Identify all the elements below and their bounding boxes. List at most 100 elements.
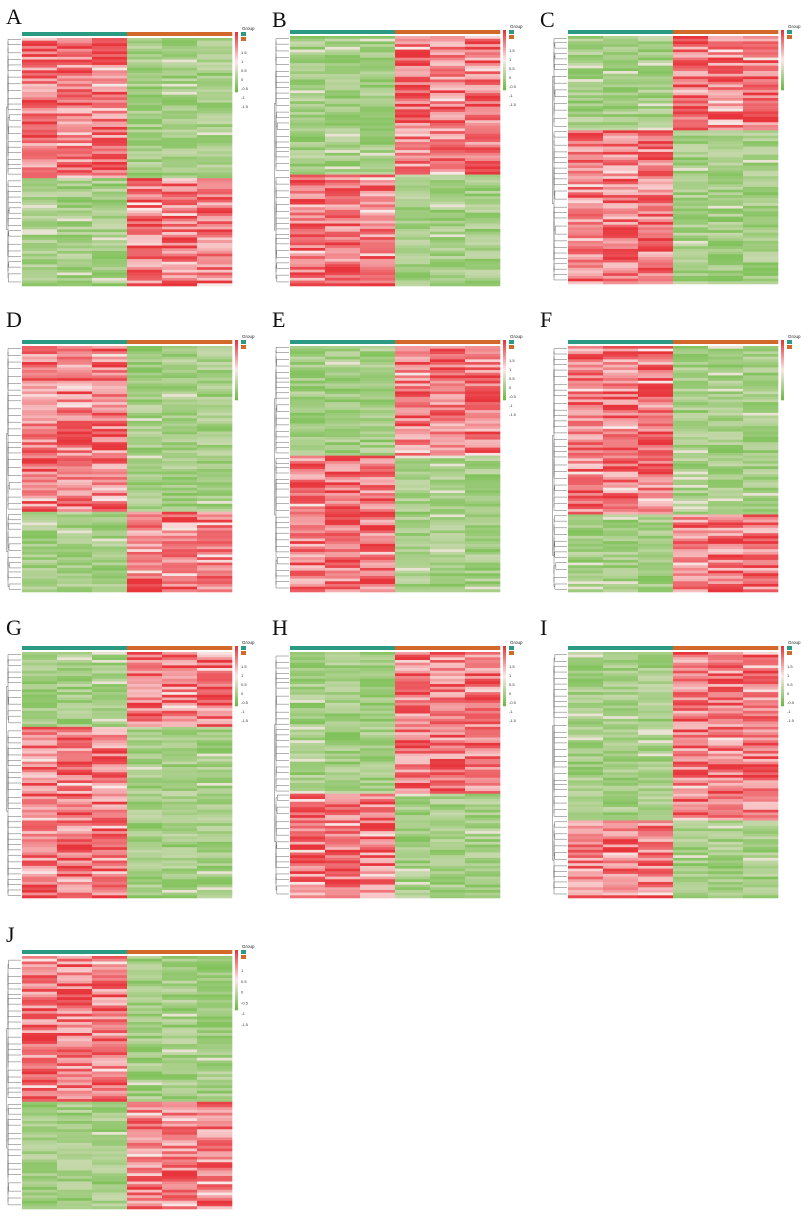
heatmap-cell (708, 447, 744, 451)
heatmap-cell (127, 46, 163, 50)
heatmap-cell (395, 660, 431, 663)
group-bar-cell (162, 340, 198, 344)
heatmap-cell (708, 367, 744, 371)
heatmap-cell (127, 364, 163, 368)
heatmap-cell (638, 79, 674, 83)
heatmap-cell (395, 708, 431, 712)
heatmap-cell (743, 160, 779, 163)
legend-colorbar-segment (503, 340, 506, 343)
heatmap-cell (465, 101, 501, 105)
heatmap-cell (197, 750, 233, 754)
heatmap-cell (603, 127, 639, 131)
heatmap-cell (127, 589, 163, 593)
heatmap-cell (395, 204, 431, 208)
heatmap-cell (22, 793, 58, 797)
heatmap-cell (708, 420, 744, 424)
heatmap-cell (57, 183, 93, 187)
heatmap-cell (162, 533, 198, 537)
heatmap-cell (22, 280, 58, 284)
heatmap-cell (162, 404, 198, 408)
heatmap-cell (57, 689, 93, 693)
heatmap-cell (568, 281, 604, 285)
dendrogram-branch (553, 151, 557, 160)
heatmap-cell (395, 242, 431, 246)
heatmap-cell (465, 498, 501, 502)
heatmap-cell (673, 278, 709, 282)
heatmap-cell (127, 436, 163, 440)
heatmap-cell (197, 434, 233, 438)
heatmap-cell (638, 189, 674, 193)
heatmap-cell (290, 383, 326, 387)
heatmap-cell (603, 535, 639, 539)
heatmap-cell (127, 753, 163, 757)
heatmap-cell (127, 713, 163, 717)
heatmap-cell (708, 138, 744, 142)
heatmap-cell (22, 823, 58, 827)
heatmap-cell (395, 559, 431, 563)
heatmap-cell (395, 74, 431, 78)
heatmap-cell (708, 535, 744, 539)
heatmap-cell (197, 522, 233, 526)
heatmap-cell (127, 700, 163, 704)
heatmap-cell (430, 495, 466, 499)
heatmap-cell (708, 404, 744, 408)
heatmap-cell (92, 871, 128, 875)
heatmap-cell (395, 84, 431, 88)
heatmap-cell (290, 410, 326, 414)
heatmap-cell (127, 140, 163, 144)
heatmap-cell (395, 63, 431, 67)
heatmap-cell (430, 482, 466, 486)
heatmap-cell (22, 188, 58, 192)
heatmap-cell (360, 131, 396, 135)
heatmap-cell (673, 471, 709, 475)
heatmap-cell (162, 67, 198, 71)
heatmap-cell (395, 710, 431, 714)
heatmap-cell (162, 175, 198, 179)
heatmap-cell (197, 860, 233, 864)
heatmap-cell (673, 431, 709, 435)
heatmap-cell (197, 721, 233, 725)
heatmap-cell (673, 262, 709, 266)
legend-colorbar-segment (781, 38, 784, 41)
heatmap-cell (290, 125, 326, 129)
heatmap-cell (127, 439, 163, 443)
heatmap-cell (92, 267, 128, 271)
heatmap-cell (395, 98, 431, 102)
heatmap-cell (290, 567, 326, 571)
heatmap-cell (162, 70, 198, 74)
heatmap-cell (197, 748, 233, 752)
heatmap-cell (325, 442, 361, 446)
heatmap-cell (673, 273, 709, 277)
heatmap-cell (325, 485, 361, 489)
dendrogram-branch (554, 540, 557, 547)
dendrogram-branch (276, 274, 279, 283)
heatmap-cell (603, 517, 639, 521)
heatmap-cell (360, 434, 396, 438)
heatmap-cell (197, 541, 233, 545)
heatmap-cell (360, 95, 396, 99)
heatmap-cell (197, 847, 233, 851)
heatmap-cell (197, 91, 233, 95)
heatmap-cell (22, 533, 58, 537)
heatmap-cell (57, 865, 93, 869)
heatmap-cell (603, 257, 639, 261)
heatmap-cell (57, 700, 93, 704)
heatmap-cell (673, 370, 709, 374)
heatmap-cell (430, 98, 466, 102)
heatmap-cell (57, 148, 93, 152)
heatmap-cell (465, 103, 501, 107)
heatmap-cell (92, 791, 128, 795)
heatmap-cell (127, 269, 163, 273)
heatmap-cell (603, 108, 639, 112)
heatmap-cell (743, 186, 779, 190)
heatmap-cell (708, 111, 744, 115)
heatmap-cell (708, 589, 744, 593)
heatmap-cell (673, 98, 709, 101)
heatmap-cell (22, 546, 58, 550)
heatmap-cell (57, 530, 93, 534)
dendrogram-branch (276, 122, 279, 130)
heatmap-cell (162, 887, 198, 891)
heatmap-cell (197, 359, 233, 363)
heatmap-cell (162, 86, 198, 90)
heatmap-cell (708, 538, 744, 542)
